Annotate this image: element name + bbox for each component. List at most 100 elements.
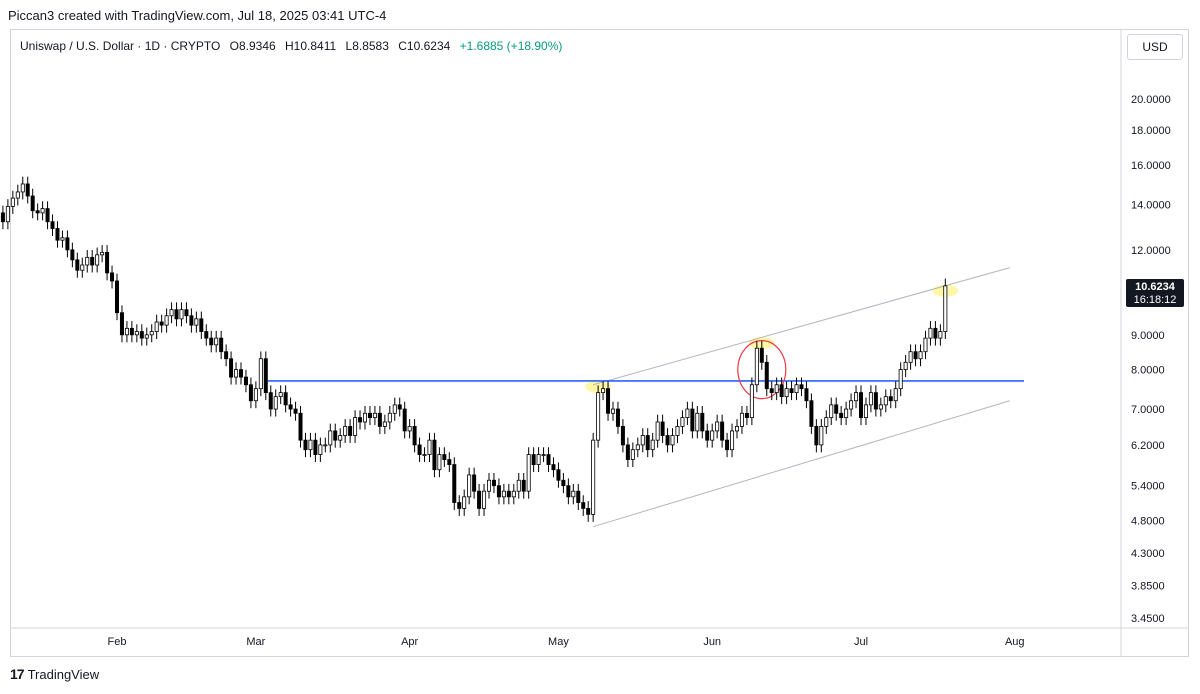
candles (0, 176, 948, 522)
candle-body (144, 334, 149, 339)
candle-body (829, 404, 834, 419)
candle-body (313, 439, 318, 455)
y-tick-label: 4.3000 (1131, 548, 1165, 560)
candle-body (263, 358, 268, 394)
y-tick-label: 3.4500 (1131, 613, 1165, 625)
candle-body (625, 444, 630, 460)
y-tick-label: 18.0000 (1131, 125, 1171, 137)
axis-dividers (11, 30, 1188, 656)
candle-body (308, 439, 313, 451)
candle-body (516, 479, 521, 492)
y-tick-label: 8.0000 (1131, 365, 1165, 377)
candle-body (353, 417, 358, 436)
candle-body (903, 361, 908, 371)
candle-body (85, 256, 90, 266)
candle-body (814, 426, 819, 446)
candle-body (491, 479, 496, 487)
y-tick-label: 16.0000 (1131, 160, 1171, 172)
candle-body (367, 412, 372, 419)
candle-body (596, 392, 601, 441)
candle-body (695, 412, 700, 432)
candle-body (199, 318, 204, 332)
candle-body (501, 490, 506, 498)
candle-body (888, 396, 893, 402)
candle-body (100, 251, 105, 256)
candle-body (868, 392, 873, 406)
y-tick-label: 20.0000 (1131, 94, 1171, 106)
y-tick-label: 7.0000 (1131, 404, 1165, 416)
candle-body (685, 408, 690, 419)
candle-body (839, 412, 844, 419)
candle-body (611, 408, 616, 414)
candle-body (129, 327, 134, 336)
candle-body (591, 439, 596, 515)
candle-body (824, 417, 829, 427)
legend-symbol[interactable]: Uniswap / U.S. Dollar · 1D · CRYPTO (20, 39, 221, 53)
y-tick-label: 5.4000 (1131, 481, 1165, 493)
candle-body (462, 496, 467, 509)
candle-body (204, 331, 209, 339)
candle-body (630, 449, 635, 460)
candle-body (918, 351, 923, 360)
candle-body (437, 454, 442, 471)
candle-body (715, 421, 720, 432)
candle-body (422, 454, 427, 456)
price-labels: 10.6234 16:18:12 (1126, 279, 1184, 307)
last-price-value: 10.6234 (1135, 281, 1176, 293)
candle-body (769, 388, 774, 394)
candle-body (70, 249, 75, 261)
candle-body (134, 331, 139, 336)
candle-body (387, 412, 392, 423)
tradingview-logo-icon[interactable]: 17 (10, 666, 25, 682)
footer-brand[interactable]: TradingView (27, 666, 100, 682)
candle-body (184, 309, 189, 317)
candle-body (933, 327, 938, 339)
candle-body (323, 444, 328, 447)
candle-body (774, 384, 779, 394)
candle-body (90, 256, 95, 266)
candle-body (348, 426, 353, 436)
x-tick-label: Feb (108, 636, 127, 648)
candle-body (229, 358, 234, 378)
x-tick-label: Apr (401, 636, 418, 648)
candle-body (179, 309, 184, 320)
y-tick-label: 6.2000 (1131, 440, 1165, 452)
candle-body (253, 388, 258, 402)
candle-body (809, 400, 814, 427)
highlight-circle (737, 340, 787, 400)
legend-high: H10.8411 (285, 39, 337, 53)
candle-body (754, 347, 759, 386)
candle-body (730, 430, 735, 451)
channel-lower-line (593, 400, 1010, 528)
candle-body (293, 408, 298, 414)
candle-body (834, 404, 839, 414)
candle-body (25, 183, 30, 197)
candle-body (675, 426, 680, 436)
last-price-tag (1126, 279, 1184, 307)
candle-body (45, 208, 50, 223)
candle-body (358, 417, 363, 423)
candle-body (248, 384, 253, 402)
candle-body (566, 485, 571, 498)
candle-body (20, 183, 25, 193)
candle-body (576, 490, 581, 503)
candle-body (561, 479, 566, 487)
chart-frame[interactable] (10, 29, 1189, 657)
currency-button[interactable]: USD (1127, 34, 1183, 60)
candle-body (799, 384, 804, 390)
x-tick-label: Jun (703, 636, 721, 648)
candle-body (640, 435, 645, 446)
candle-body (749, 384, 754, 419)
candle-body (928, 327, 933, 339)
legend-close: C10.6234 (398, 39, 451, 53)
candle-body (541, 454, 546, 456)
candle-body (318, 444, 323, 455)
candle-body (477, 490, 482, 509)
candle-body (863, 404, 868, 419)
candle-body (536, 454, 541, 465)
candle-body (95, 254, 100, 266)
candle-body (60, 237, 65, 241)
candle-body (526, 454, 531, 492)
candle-body (705, 430, 710, 441)
